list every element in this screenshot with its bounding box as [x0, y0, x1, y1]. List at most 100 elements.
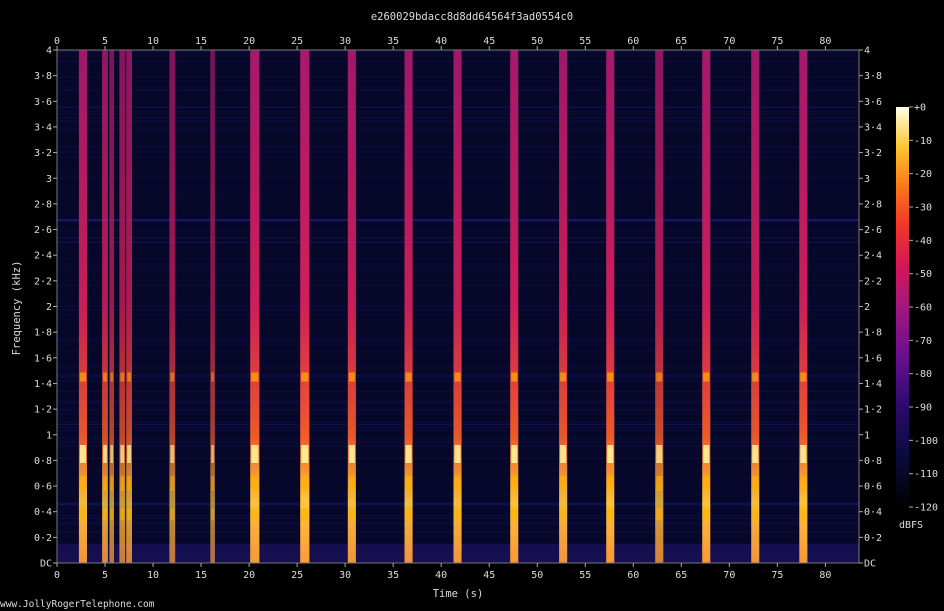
- burst-formant: [127, 508, 131, 521]
- burst-formant: [348, 476, 355, 491]
- burst-formant: [301, 372, 309, 382]
- x-tick-label: 15: [195, 570, 207, 581]
- y-tick-label: 2·2: [34, 276, 52, 287]
- burst-formant: [120, 445, 125, 463]
- y-tick-label-right: 1: [864, 430, 870, 441]
- burst-body: [78, 50, 87, 563]
- burst-formant: [211, 508, 214, 521]
- y-tick-label: 1·2: [34, 405, 52, 416]
- x-tick-label: 60: [627, 570, 639, 581]
- chart-title: e260029bdacc8d8dd64564f3ad0554c0: [371, 11, 573, 23]
- burst-formant: [511, 508, 518, 521]
- burst-formant: [170, 445, 175, 463]
- burst-formant: [251, 476, 259, 491]
- burst: [102, 50, 108, 563]
- colorbar-tick-label: -20: [914, 169, 932, 180]
- burst-formant: [348, 445, 355, 463]
- x-tick-label-top: 60: [627, 36, 639, 47]
- burst-formant: [607, 372, 614, 382]
- burst: [702, 50, 711, 563]
- burst-formant: [454, 372, 461, 382]
- x-tick-label: 50: [531, 570, 543, 581]
- x-tick-label-top: 50: [531, 36, 543, 47]
- x-tick-label: 65: [675, 570, 687, 581]
- y-tick-label: 2: [46, 302, 52, 313]
- colorbar-tick-label: -90: [914, 403, 932, 414]
- x-tick-label: 10: [147, 570, 159, 581]
- y-tick-label: 1: [46, 430, 52, 441]
- burst-formant: [110, 476, 113, 491]
- burst: [751, 50, 760, 563]
- burst: [250, 50, 260, 563]
- burst-formant: [560, 445, 567, 463]
- y-tick-label: 3·8: [34, 71, 52, 82]
- burst: [799, 50, 808, 563]
- y-tick-label-right: 3·2: [864, 148, 882, 159]
- burst-formant: [348, 508, 355, 521]
- tone-bursts: [78, 50, 808, 563]
- y-axis-left: DC 0·2 0·4 0·6 0·8 1 1·2 1·4 1·6 1·8 2 2·2 2·4 2·6 2·8…: [34, 46, 57, 570]
- x-tick-label: 55: [579, 570, 591, 581]
- burst-body: [119, 50, 126, 563]
- x-tick-label: 80: [819, 570, 831, 581]
- y-tick-label-right: 0·4: [864, 507, 882, 518]
- burst-formant: [800, 445, 807, 463]
- burst-body: [347, 50, 356, 563]
- colorbar-tick-label: +0: [914, 103, 926, 114]
- burst-formant: [211, 372, 214, 382]
- burst-formant: [800, 372, 807, 382]
- colorbar-tick-label: -100: [914, 436, 938, 447]
- burst-formant: [607, 445, 614, 463]
- burst-body: [559, 50, 568, 563]
- colorbar: +0 -10 -20 -30 -40 -50 -60 -70 -80 -90 -100 -110 -12…: [896, 103, 938, 531]
- x-tick-label: 5: [102, 570, 108, 581]
- burst-formant: [800, 476, 807, 491]
- burst-formant: [607, 508, 614, 521]
- x-tick-label-top: 5: [102, 36, 108, 47]
- y-tick-label: 1·6: [34, 353, 52, 364]
- burst-formant: [127, 476, 131, 491]
- x-axis-bottom: 0 5 10 15 20 25 30 35 40 45 50 55 60 65 70 75 80: [54, 563, 831, 581]
- y-tick-label-right: 1·8: [864, 328, 882, 339]
- burst-body: [510, 50, 519, 563]
- y-tick-label: 3: [46, 174, 52, 185]
- y-tick-label-right: 3·8: [864, 71, 882, 82]
- burst: [404, 50, 413, 563]
- burst-formant: [301, 445, 309, 463]
- burst-formant: [103, 476, 107, 491]
- x-tick-label-top: 65: [675, 36, 687, 47]
- y-axis-right: DC 0·2 0·4 0·6 0·8 1 1·2 1·4 1·6 1·8 2 2·2 2·4 2·6 2·8…: [859, 46, 882, 570]
- colorbar-tick-label: -70: [914, 336, 932, 347]
- burst-formant: [103, 508, 107, 521]
- burst-formant: [301, 508, 309, 521]
- burst-body: [751, 50, 760, 563]
- burst: [300, 50, 310, 563]
- burst-formant: [752, 508, 759, 521]
- burst-body: [250, 50, 260, 563]
- burst-formant: [656, 508, 663, 521]
- burst-formant: [120, 476, 125, 491]
- colorbar-tick-label: -10: [914, 136, 932, 147]
- burst-formant: [560, 476, 567, 491]
- burst-formant: [103, 445, 107, 463]
- y-tick-label: 0·4: [34, 507, 52, 518]
- x-tick-label-top: 75: [771, 36, 783, 47]
- y-tick-label-right: 3: [864, 174, 870, 185]
- burst: [210, 50, 215, 563]
- burst: [510, 50, 519, 563]
- burst-formant: [170, 508, 175, 521]
- burst-formant: [110, 445, 113, 463]
- burst-formant: [511, 445, 518, 463]
- burst-body: [702, 50, 711, 563]
- burst-formant: [560, 372, 567, 382]
- colorbar-tick-label: -50: [914, 269, 932, 280]
- y-tick-label: 0·6: [34, 482, 52, 493]
- colorbar-tick-label: -110: [914, 469, 938, 480]
- burst-formant: [703, 445, 710, 463]
- y-tick-label-right: 0·8: [864, 456, 882, 467]
- burst-formant: [405, 508, 412, 521]
- x-axis-top: 0 5 10 15 20 25 30 35 40 45 50 55 60 65 70 75 80: [54, 36, 831, 50]
- burst-formant: [511, 372, 518, 382]
- burst-formant: [79, 372, 86, 382]
